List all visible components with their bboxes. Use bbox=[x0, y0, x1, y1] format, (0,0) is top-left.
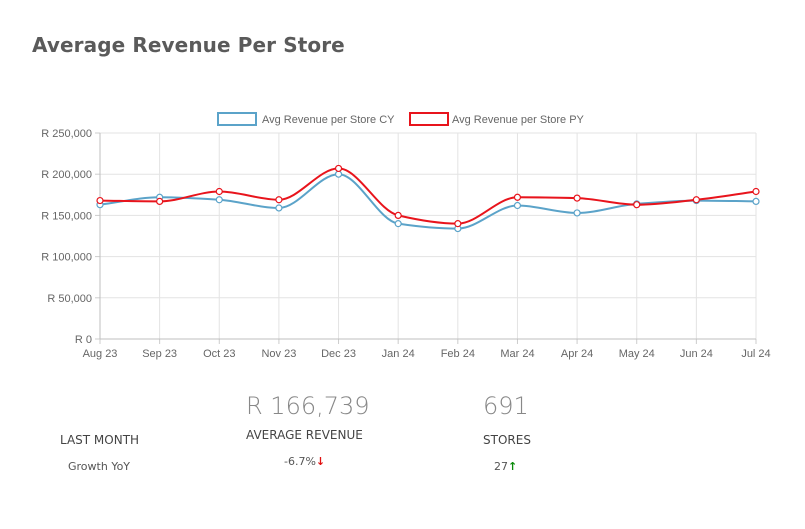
x-tick-label: Jun 24 bbox=[680, 348, 713, 360]
data-point bbox=[394, 220, 402, 228]
last-month-label: LAST MONTH bbox=[60, 433, 140, 447]
legend-label: Avg Revenue per Store CY bbox=[262, 114, 395, 126]
legend-swatch bbox=[409, 112, 449, 126]
data-point bbox=[394, 211, 402, 219]
data-point bbox=[752, 197, 760, 205]
x-tick-label: Oct 23 bbox=[203, 348, 235, 360]
y-tick-label: R 100,000 bbox=[41, 252, 92, 264]
data-point bbox=[215, 187, 223, 196]
data-point bbox=[692, 196, 700, 204]
data-point bbox=[215, 196, 223, 204]
revenue-growth: -6.7%↓ bbox=[284, 455, 325, 468]
x-tick-label: Mar 24 bbox=[500, 348, 534, 360]
data-point bbox=[633, 201, 641, 209]
data-point bbox=[96, 196, 104, 205]
data-point bbox=[573, 194, 581, 202]
y-tick-label: R 200,000 bbox=[41, 169, 92, 181]
y-tick-label: R 150,000 bbox=[41, 210, 92, 222]
data-point bbox=[573, 209, 581, 217]
data-point bbox=[334, 164, 343, 173]
line-chart: R 0 R 50,000 R 100,000 R 150,000 R 200,000 R … bbox=[41, 112, 771, 360]
x-tick-label: Jul 24 bbox=[741, 348, 770, 360]
page-title: Average Revenue Per Store bbox=[32, 33, 345, 57]
average-revenue-label: AVERAGE REVENUE bbox=[246, 428, 363, 442]
x-tick-label: May 24 bbox=[619, 348, 655, 360]
data-point bbox=[513, 193, 522, 201]
x-tick-label: Nov 23 bbox=[261, 348, 296, 360]
growth-yoy-label: Growth YoY bbox=[68, 460, 131, 473]
x-tick-label: Jan 24 bbox=[382, 348, 415, 360]
arrow-up-icon: ↑ bbox=[508, 460, 518, 473]
x-tick-label: Dec 23 bbox=[321, 348, 356, 360]
data-point bbox=[275, 196, 283, 204]
legend-label: Avg Revenue per Store PY bbox=[452, 114, 585, 126]
data-point bbox=[275, 204, 283, 212]
average-revenue-value: R 166,739 bbox=[246, 392, 370, 420]
y-tick-label: R 0 bbox=[75, 334, 92, 346]
x-tick-label: Feb 24 bbox=[441, 348, 475, 360]
stores-label: STORES bbox=[483, 433, 531, 447]
legend-swatch bbox=[217, 112, 257, 126]
x-tick-label: Sep 23 bbox=[142, 348, 177, 360]
data-point bbox=[334, 170, 343, 178]
data-point bbox=[454, 220, 462, 228]
stores-value: 691 bbox=[483, 392, 529, 420]
y-tick-label: R 250,000 bbox=[41, 128, 92, 140]
arrow-down-icon: ↓ bbox=[315, 455, 326, 468]
data-point bbox=[752, 187, 760, 196]
y-tick-label: R 50,000 bbox=[47, 293, 92, 305]
x-tick-label: Apr 24 bbox=[561, 348, 593, 360]
stores-growth-value: 27 bbox=[494, 460, 508, 473]
stores-growth: 27↑ bbox=[494, 460, 517, 473]
x-tick-label: Aug 23 bbox=[83, 348, 118, 360]
revenue-growth-value: -6.7% bbox=[284, 455, 316, 468]
data-point bbox=[513, 201, 522, 210]
data-point bbox=[156, 197, 164, 205]
